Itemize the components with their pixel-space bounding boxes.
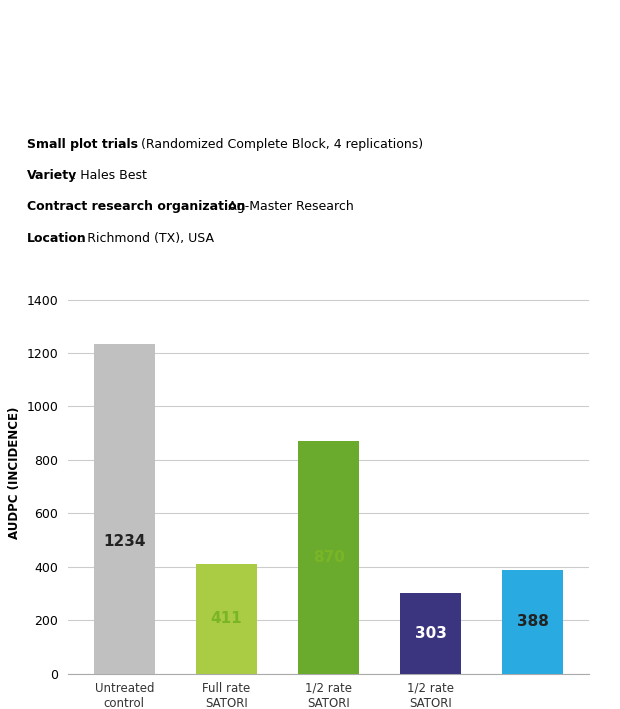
Text: Variety: Variety xyxy=(27,169,78,182)
Text: 1234: 1234 xyxy=(103,534,146,549)
Text: DISEASE INCIDENCE AT HARVEST - 2023: DISEASE INCIDENCE AT HARVEST - 2023 xyxy=(77,78,543,98)
Text: 870: 870 xyxy=(312,550,345,565)
Text: (Randomized Complete Block, 4 replications): (Randomized Complete Block, 4 replicatio… xyxy=(136,138,423,150)
Text: Contract research organization: Ag-Master Research: Contract research organization: Ag-Maste… xyxy=(27,200,355,213)
Text: Small plot trials (Randomized Complete Block, 4 replications): Small plot trials (Randomized Complete B… xyxy=(27,138,412,150)
Y-axis label: AUDPC (INCIDENCE): AUDPC (INCIDENCE) xyxy=(8,407,21,540)
Text: : Richmond (TX), USA: : Richmond (TX), USA xyxy=(79,232,214,245)
Text: Location: Location xyxy=(27,232,87,245)
Text: Small plot trials: Small plot trials xyxy=(27,138,138,150)
Text: 303: 303 xyxy=(415,625,446,641)
Text: Location: Richmond (TX), USA: Location: Richmond (TX), USA xyxy=(27,232,215,245)
Text: MUSKMELON DOWNY MILDEW TRIAL: MUSKMELON DOWNY MILDEW TRIAL xyxy=(97,31,523,51)
Bar xyxy=(502,570,564,674)
Text: 411: 411 xyxy=(211,611,242,626)
Bar xyxy=(94,344,155,674)
Text: : Hales Best: : Hales Best xyxy=(73,169,147,182)
Text: Variety: Hales Best: Variety: Hales Best xyxy=(27,169,145,182)
Bar xyxy=(196,564,257,674)
Text: Contract research organization: Contract research organization xyxy=(27,200,246,213)
Bar xyxy=(298,441,359,674)
Text: 388: 388 xyxy=(517,614,549,630)
Bar xyxy=(400,593,461,674)
Text: : Ag-Master Research: : Ag-Master Research xyxy=(220,200,354,213)
